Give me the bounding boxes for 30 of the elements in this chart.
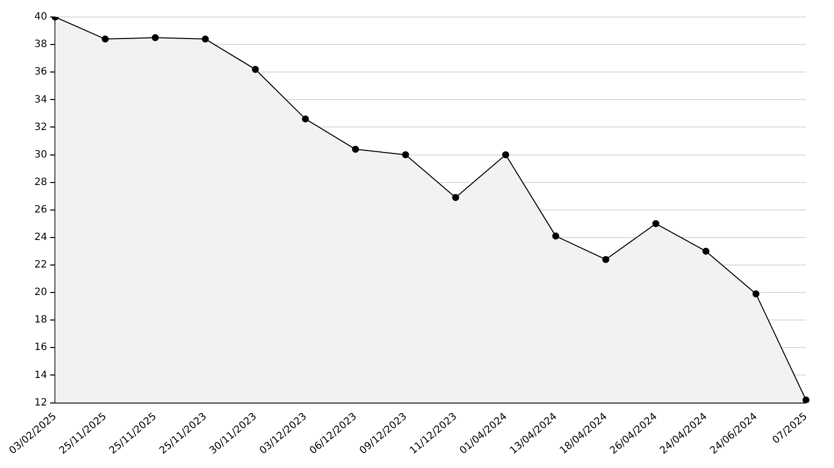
- y-tick-label: 26: [34, 204, 48, 216]
- point: [552, 232, 560, 240]
- point: [152, 34, 159, 42]
- point: [252, 66, 259, 73]
- y-tick-label: 12: [34, 397, 48, 408]
- point: [402, 151, 410, 158]
- y-tick-label: 14: [34, 370, 48, 381]
- y-tick-label: 34: [34, 94, 48, 106]
- point: [302, 115, 309, 122]
- point: [752, 290, 760, 298]
- y-tick-label: 36: [34, 66, 48, 78]
- point: [702, 248, 710, 255]
- point: [202, 36, 209, 43]
- point: [602, 256, 610, 263]
- y-tick-label: 40: [34, 12, 48, 23]
- y-tick-label: 20: [34, 287, 48, 298]
- point: [652, 220, 660, 228]
- y-tick-label: 30: [34, 149, 48, 160]
- y-tick-label: 32: [34, 122, 48, 133]
- point: [452, 194, 460, 201]
- point: [802, 396, 810, 403]
- point: [352, 146, 359, 153]
- y-tick-label: 38: [34, 39, 48, 50]
- y-tick-label: 22: [34, 260, 48, 271]
- y-tick-label: 18: [34, 314, 48, 326]
- y-tick-label: 24: [34, 232, 48, 244]
- y-tick-label: 28: [34, 176, 48, 188]
- y-tick-label: 16: [34, 342, 48, 354]
- point: [502, 151, 510, 158]
- point: [102, 36, 109, 43]
